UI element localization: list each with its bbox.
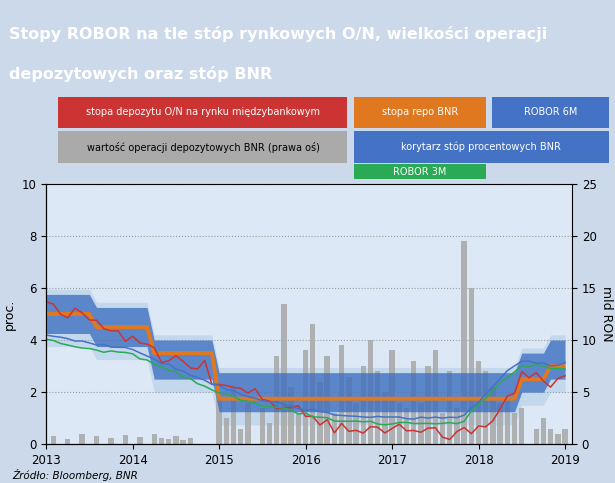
Text: stopa repo BNR: stopa repo BNR [382,107,458,117]
Bar [58,97,347,128]
Bar [447,371,453,444]
Bar [188,438,193,444]
Bar [354,97,486,128]
Bar [166,439,172,444]
Bar [404,408,409,444]
Y-axis label: proc.: proc. [3,298,16,329]
Bar [58,130,347,163]
Text: Źródło: Bloomberg, BNR: Źródło: Bloomberg, BNR [12,469,138,481]
Bar [519,408,525,444]
Bar [533,429,539,444]
Bar [541,418,546,444]
Bar [483,371,488,444]
Bar [108,438,114,444]
Bar [490,387,496,444]
Bar [461,241,467,444]
Bar [310,325,315,444]
Bar [216,398,222,444]
Bar [418,403,424,444]
Bar [548,429,554,444]
Bar [505,398,510,444]
Bar [397,403,402,444]
Bar [432,351,438,444]
Bar [231,387,236,444]
Bar [151,434,157,444]
Bar [79,434,85,444]
Bar [94,436,99,444]
Bar [354,164,486,179]
Bar [180,440,186,444]
Bar [331,413,337,444]
Text: Stopy ROBOR na tle stóp rynkowych O/N, wielkości operacji: Stopy ROBOR na tle stóp rynkowych O/N, w… [9,27,547,43]
Bar [137,437,143,444]
Bar [354,130,609,163]
Bar [346,377,352,444]
Bar [303,351,308,444]
Bar [375,371,380,444]
Bar [476,361,482,444]
Bar [65,439,71,444]
Bar [492,97,609,128]
Bar [238,429,244,444]
Bar [245,403,251,444]
Text: depozytowych oraz stóp BNR: depozytowych oraz stóp BNR [9,66,272,82]
Bar [274,355,279,444]
Bar [454,408,459,444]
Bar [224,418,229,444]
Text: stopa depozytu O/N na rynku międzybankowym: stopa depozytu O/N na rynku międzybankow… [86,107,320,117]
Bar [260,408,265,444]
Bar [159,438,164,444]
Text: ROBOR 6M: ROBOR 6M [524,107,577,117]
Bar [389,351,395,444]
Bar [354,403,359,444]
Bar [325,355,330,444]
Bar [296,413,301,444]
Bar [411,361,416,444]
Text: ROBOR 3M: ROBOR 3M [393,167,446,176]
Bar [267,424,272,444]
Bar [360,366,366,444]
Bar [339,345,344,444]
Bar [281,303,287,444]
Bar [368,340,373,444]
Bar [173,436,178,444]
Bar [317,382,323,444]
Bar [382,392,387,444]
Bar [555,434,560,444]
Text: wartość operacji depozytowych BNR (prawa oś): wartość operacji depozytowych BNR (prawa… [87,142,319,153]
Bar [50,436,56,444]
Bar [498,403,503,444]
Bar [469,288,474,444]
Bar [426,366,430,444]
Bar [440,413,445,444]
Text: korytarz stóp procentowych BNR: korytarz stóp procentowych BNR [402,142,561,152]
Bar [123,435,128,444]
Y-axis label: mld RON: mld RON [600,286,613,342]
Bar [562,429,568,444]
Bar [512,413,517,444]
Bar [288,387,294,444]
